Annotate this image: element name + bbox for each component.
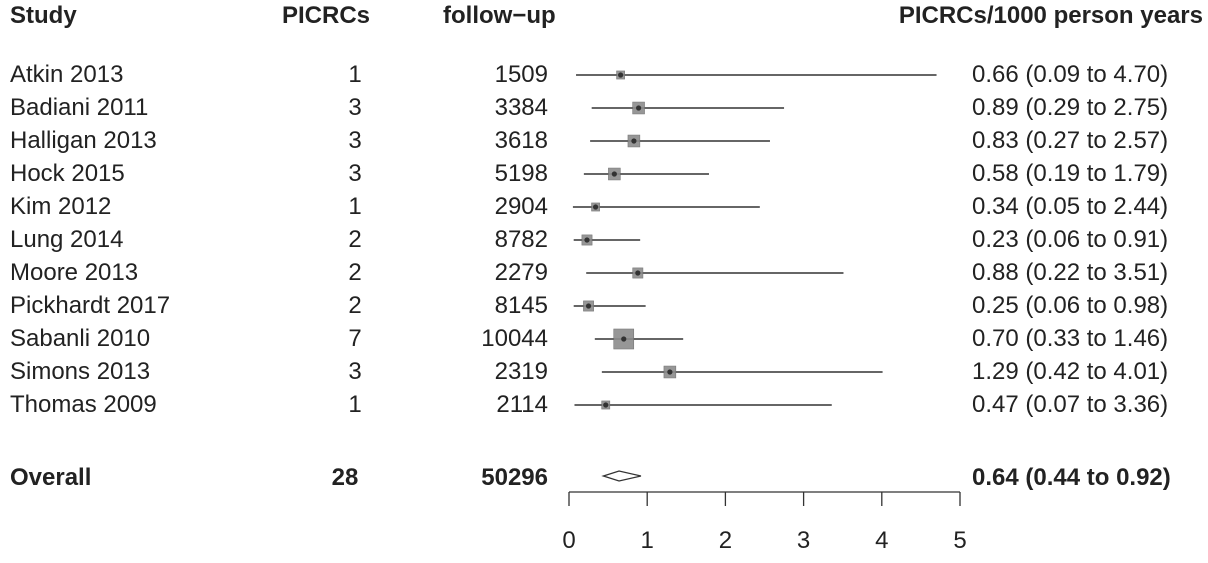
header-picrcs: PICRCs xyxy=(282,2,371,29)
study-events: 3 xyxy=(348,160,362,187)
study-followup: 2319 xyxy=(494,358,548,385)
study-ci-text: 0.23 (0.06 to 0.91) xyxy=(972,226,1169,253)
study-events: 3 xyxy=(348,358,362,385)
study-ci-text: 0.34 (0.05 to 2.44) xyxy=(972,193,1169,220)
x-tick-label: 2 xyxy=(719,527,732,554)
x-tick-label: 0 xyxy=(562,527,575,554)
point-estimate-dot xyxy=(585,303,592,309)
study-ci-text: 0.89 (0.29 to 2.75) xyxy=(972,94,1169,121)
study-name: Pickhardt 2017 xyxy=(10,292,171,319)
study-name: Kim 2012 xyxy=(10,193,112,220)
study-events: 2 xyxy=(348,292,362,319)
study-name: Lung 2014 xyxy=(10,226,124,253)
study-events: 3 xyxy=(348,127,362,154)
study-followup: 1509 xyxy=(494,61,548,88)
study-ci-text: 0.66 (0.09 to 4.70) xyxy=(972,61,1169,88)
study-events: 1 xyxy=(348,193,362,220)
overall-ci-text: 0.64 (0.44 to 0.92) xyxy=(972,464,1171,491)
overall-label: Overall xyxy=(10,464,92,491)
x-tick-label: 3 xyxy=(797,527,810,554)
study-name: Simons 2013 xyxy=(10,358,151,385)
study-followup: 3384 xyxy=(494,94,548,121)
study-ci-text: 0.58 (0.19 to 1.79) xyxy=(972,160,1169,187)
study-name: Atkin 2013 xyxy=(10,61,124,88)
study-events: 3 xyxy=(348,94,362,121)
study-ci-text: 0.47 (0.07 to 3.36) xyxy=(972,391,1169,418)
overall-diamond xyxy=(601,470,642,482)
point-estimate-dot xyxy=(631,138,637,144)
study-followup: 10044 xyxy=(481,325,548,352)
study-followup: 8145 xyxy=(494,292,548,319)
study-followup: 2114 xyxy=(496,391,548,418)
study-ci-text: 0.25 (0.06 to 0.98) xyxy=(972,292,1169,319)
point-estimate-dot xyxy=(635,270,641,276)
overall-followup: 50296 xyxy=(481,464,548,491)
x-tick-label: 5 xyxy=(953,527,966,554)
point-estimate-dot xyxy=(618,72,624,78)
study-name: Halligan 2013 xyxy=(10,127,157,154)
study-events: 2 xyxy=(348,259,362,286)
study-name: Moore 2013 xyxy=(10,259,139,286)
point-estimate-dot xyxy=(621,336,627,342)
point-estimate-dot xyxy=(667,369,673,375)
overall-events: 28 xyxy=(331,464,359,491)
study-name: Badiani 2011 xyxy=(10,94,149,121)
study-events: 1 xyxy=(348,61,362,88)
study-name: Hock 2015 xyxy=(10,160,125,187)
point-estimate-dot xyxy=(592,204,599,210)
study-name: Thomas 2009 xyxy=(10,391,157,418)
header-followup: follow−up xyxy=(443,2,556,29)
study-name: Sabanli 2010 xyxy=(10,325,151,352)
study-followup: 3618 xyxy=(494,127,548,154)
header-estimate: PICRCs/1000 person years xyxy=(898,2,1203,29)
study-events: 2 xyxy=(348,226,362,253)
point-estimate-dot xyxy=(603,402,609,408)
study-ci-text: 1.29 (0.42 to 4.01) xyxy=(972,358,1169,385)
study-ci-text: 0.88 (0.22 to 3.51) xyxy=(972,259,1169,286)
point-estimate-dot xyxy=(584,237,590,243)
x-tick-label: 1 xyxy=(641,527,654,554)
study-ci-text: 0.70 (0.33 to 1.46) xyxy=(972,325,1169,352)
study-followup: 8782 xyxy=(494,226,548,253)
study-followup: 2904 xyxy=(494,193,548,220)
x-tick-label: 4 xyxy=(875,527,888,554)
point-estimate-dot xyxy=(635,105,642,111)
study-followup: 5198 xyxy=(494,160,548,187)
study-followup: 2279 xyxy=(494,259,548,286)
point-estimate-dot xyxy=(611,171,617,177)
study-events: 1 xyxy=(348,391,362,418)
header-study: Study xyxy=(10,2,77,29)
study-ci-text: 0.83 (0.27 to 2.57) xyxy=(972,127,1169,154)
study-events: 7 xyxy=(348,325,362,352)
